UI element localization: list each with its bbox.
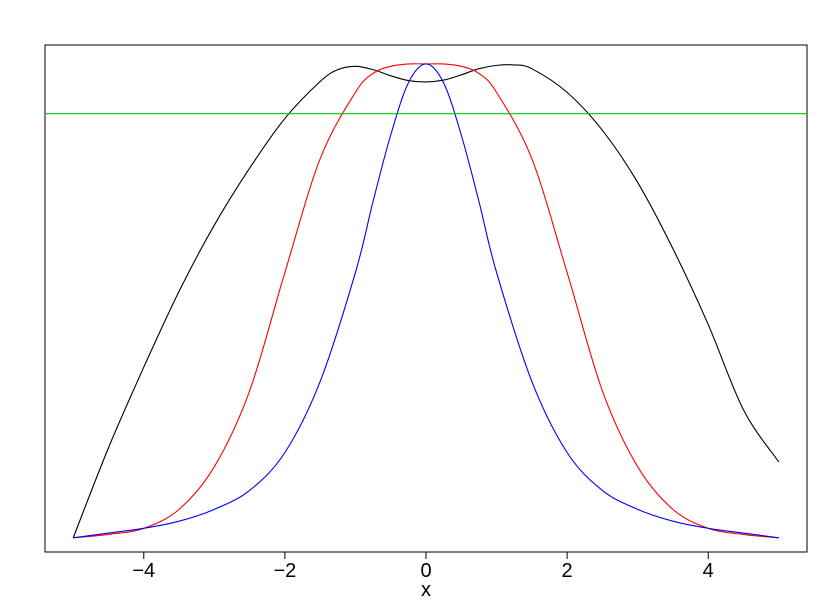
x-axis-title: x — [421, 579, 431, 601]
series-line-3 — [73, 63, 779, 539]
x-axis: −4 −2 0 2 4 — [132, 552, 714, 582]
x-tick-label: −2 — [273, 560, 296, 582]
x-tick-label: 2 — [562, 560, 573, 582]
series-line-2 — [73, 63, 779, 539]
plot-frame — [44, 44, 808, 553]
series-line-1 — [72, 64, 780, 538]
x-tick-label: 0 — [420, 560, 431, 582]
x-tick-label: 4 — [703, 560, 714, 582]
x-tick-label: −4 — [132, 560, 155, 582]
series-layer — [44, 63, 807, 539]
